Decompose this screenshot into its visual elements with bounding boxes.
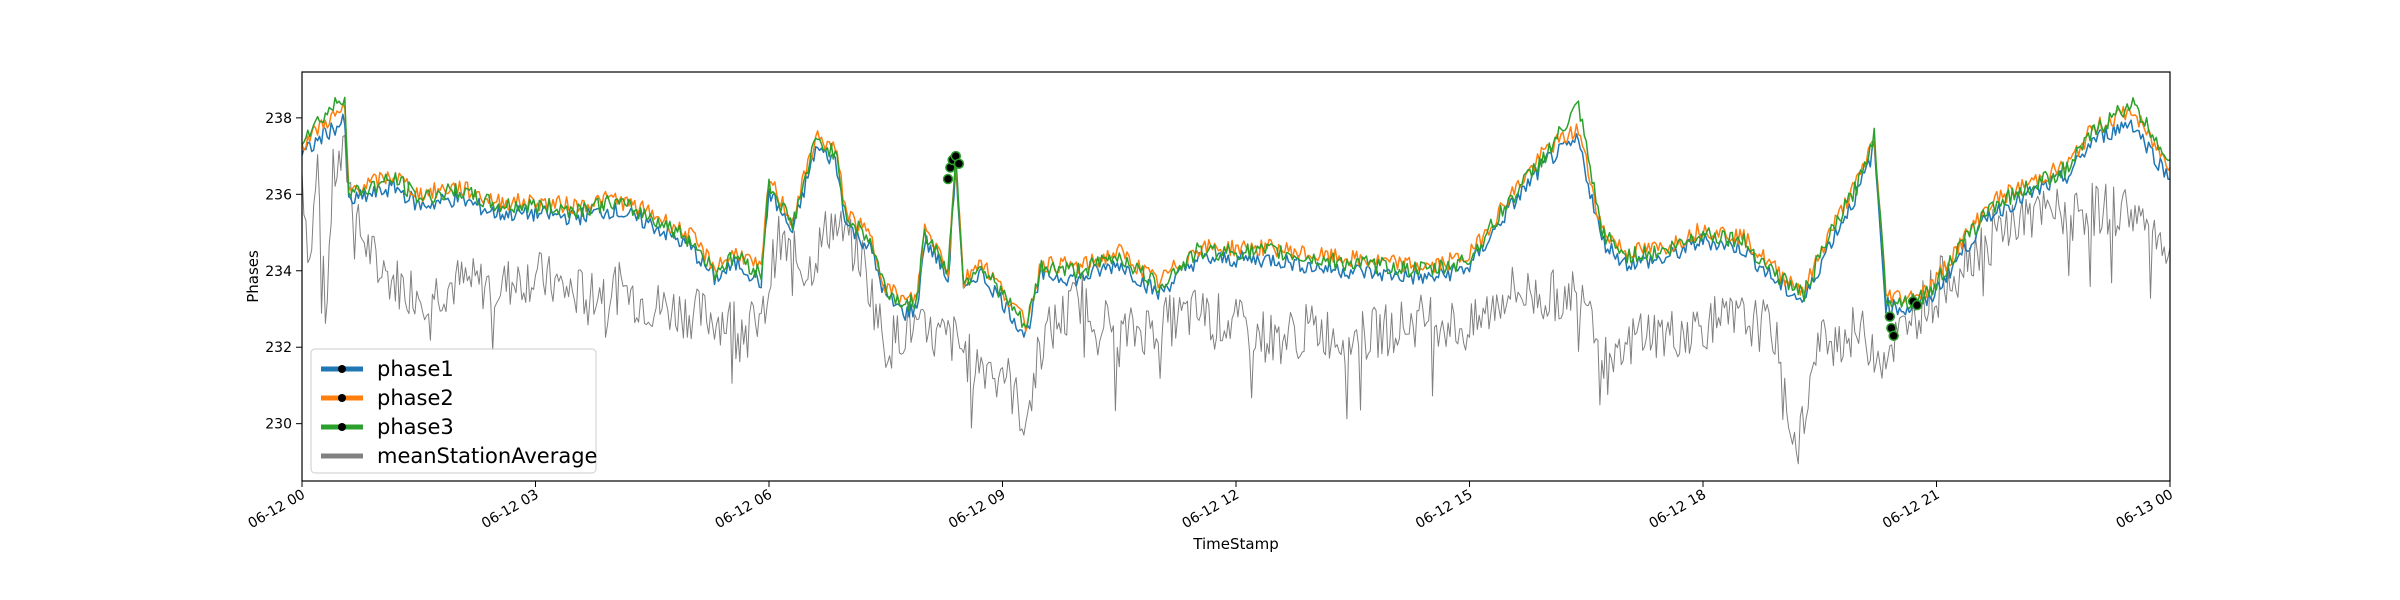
y-tick-label: 238 [265,111,292,127]
y-tick-label: 234 [265,264,292,280]
x-axis-label: TimeStamp [1192,535,1278,553]
y-tick-label: 236 [265,187,292,203]
legend-label: meanStationAverage [377,444,597,468]
x-tick-label: 06-12 15 [1413,487,1476,532]
x-tick-label: 06-12 21 [1880,487,1943,532]
y-axis-label: Phases [244,250,262,303]
series-layer [302,96,2170,465]
series-line-phase1 [302,113,2170,338]
y-axis: 230 232 234 236 238 [265,111,302,433]
legend-label: phase3 [377,415,454,439]
marker-layer [942,150,1923,341]
legend-label: phase2 [377,386,454,410]
x-tick-label: 06-13 00 [2113,487,2176,532]
marker-point [1884,311,1896,322]
marker-point [953,158,965,169]
x-tick-label: 06-12 00 [245,487,308,532]
x-tick-label: 06-12 18 [1646,487,1709,532]
x-tick-label: 06-12 12 [1179,487,1242,532]
y-tick-label: 230 [265,417,292,433]
legend-entry-phase3: phase3 [321,415,454,439]
legend-marker [338,394,346,402]
marker-point [1911,299,1923,311]
y-tick-label: 232 [265,340,292,356]
legend-box [310,348,597,474]
marker-point [942,173,954,185]
x-axis: 06-12 00 06-12 03 06-12 06 06-12 09 06-12 12… [245,481,2176,532]
legend-marker [338,423,346,431]
series-line-meanStationAverage [302,135,2170,465]
x-tick-label: 06-12 09 [946,487,1009,532]
legend-label: phase1 [377,357,454,381]
series-line-phase2 [302,103,2170,333]
x-tick-label: 06-12 03 [479,487,542,532]
legend-entry-phase1: phase1 [321,357,454,381]
x-tick-label: 06-12 06 [712,487,775,532]
legend-entry-phase2: phase2 [321,386,454,410]
legend-marker [338,365,346,373]
marker-point [1888,330,1899,341]
legend-entry-meanStationAverage: meanStationAverage [321,444,597,468]
legend: phase1 phase2 phase3 meanStationAverage [310,348,597,474]
series-line-phase3 [302,96,2170,329]
